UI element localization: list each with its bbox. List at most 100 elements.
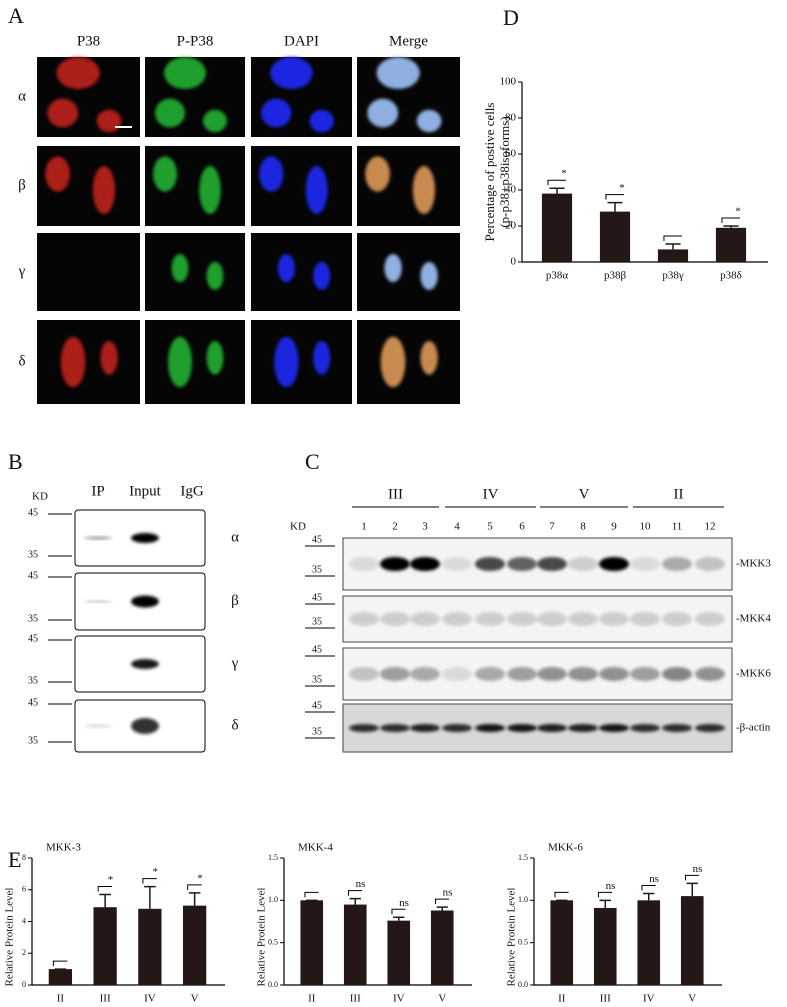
group-label: III [388, 486, 403, 502]
cell [259, 156, 284, 192]
marker-label: 35 [28, 735, 38, 746]
band [349, 724, 379, 732]
bracket [391, 908, 406, 915]
kd-label: KD [32, 491, 48, 503]
band [662, 667, 692, 681]
band [568, 612, 598, 626]
cell [420, 261, 438, 290]
cell [45, 156, 70, 192]
cell [206, 261, 224, 290]
cell [92, 166, 116, 214]
band [537, 667, 567, 681]
x-tick-label: III [350, 993, 361, 1005]
marker-label: 35 [312, 726, 322, 737]
x-tick-label: IV [393, 993, 405, 1005]
panel-label: A [8, 3, 24, 28]
lane-number: 5 [487, 521, 493, 533]
lane-number: 10 [640, 521, 652, 533]
band [599, 557, 629, 571]
y-tick-label: 4 [22, 916, 26, 925]
row-label: γ [18, 263, 26, 279]
micrograph [37, 233, 140, 311]
band [568, 724, 598, 732]
x-tick-label: p38γ [662, 270, 684, 282]
band [568, 667, 598, 681]
band [507, 724, 537, 732]
band [662, 612, 692, 626]
lane-header: IP [91, 483, 104, 499]
row-label: -β-actin [736, 722, 771, 734]
band [599, 612, 629, 626]
significance: ns [606, 880, 616, 892]
band [442, 724, 472, 732]
group-label: IV [483, 486, 499, 502]
y-tick-label: 8 [22, 853, 26, 862]
cell [365, 156, 390, 192]
band [630, 557, 660, 571]
error-bar [686, 882, 698, 897]
y-axis-label: (p-p38+p38isoforms) [497, 116, 512, 227]
cell [412, 166, 436, 214]
band [131, 595, 159, 608]
row-label: α [18, 88, 26, 104]
band [537, 724, 567, 732]
x-tick-label: III [600, 993, 611, 1005]
lane-number: 11 [672, 521, 683, 533]
significance: ns [649, 873, 659, 885]
micrograph [145, 233, 245, 311]
y-tick-label: 0 [511, 256, 517, 268]
marker-label: 45 [312, 592, 322, 603]
x-tick-label: p38α [546, 270, 569, 282]
row-label: -MKK6 [736, 668, 771, 680]
band [537, 612, 567, 626]
x-tick-label: II [558, 993, 566, 1005]
bracket [721, 217, 741, 223]
column-header: P38 [77, 33, 100, 49]
kd-label: KD [290, 521, 306, 533]
y-tick-label: 1.0 [518, 895, 528, 904]
row-label: β [231, 593, 239, 609]
lane-header: IgG [180, 483, 203, 499]
chart-title: MKK-6 [548, 842, 583, 854]
y-tick-label: 20 [505, 220, 517, 232]
marker-label: 45 [28, 697, 38, 708]
micrograph [37, 320, 140, 404]
error-bar [349, 897, 361, 905]
lane-number: 3 [422, 521, 428, 533]
y-tick-label: 2 [22, 948, 26, 957]
y-tick-label: 100 [500, 76, 517, 88]
y-tick-label: 0.5 [268, 937, 278, 946]
band [695, 724, 725, 732]
band [131, 533, 159, 543]
significance: ns [399, 897, 409, 909]
x-tick-label: II [57, 993, 65, 1005]
cell [261, 98, 292, 128]
band [537, 557, 567, 571]
panel-label: C [305, 449, 320, 474]
band [442, 557, 472, 571]
band [475, 667, 505, 681]
error-bar [144, 885, 156, 909]
band [84, 724, 112, 728]
bracket [663, 235, 683, 241]
significance: ns [443, 887, 453, 899]
cell [155, 98, 185, 128]
band [630, 612, 660, 626]
cell [203, 109, 227, 133]
marker-label: 45 [312, 534, 322, 545]
cell [274, 336, 299, 388]
band [349, 612, 379, 626]
x-tick-label: IV [643, 993, 655, 1005]
cell [56, 57, 100, 89]
x-tick-label: III [100, 993, 111, 1005]
band [695, 557, 725, 571]
y-axis-label: Relative Protein Level [4, 888, 16, 987]
band [568, 557, 598, 571]
error-bar [643, 892, 655, 901]
x-tick-label: V [438, 993, 446, 1005]
cell [199, 166, 221, 214]
marker-label: 35 [312, 616, 322, 627]
error-bar [188, 892, 201, 906]
x-tick-label: p38β [604, 270, 627, 282]
significance: * [152, 866, 158, 878]
